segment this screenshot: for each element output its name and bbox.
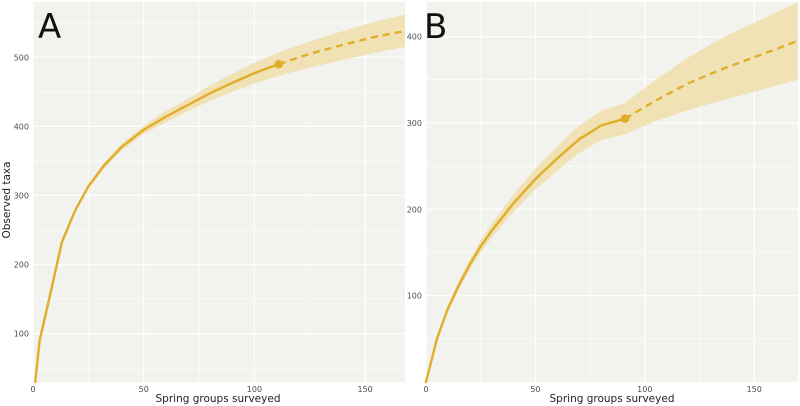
interpolated-curve <box>34 62 280 384</box>
y-tick-label: 100 <box>407 292 422 301</box>
interpolated-confidence-band <box>426 103 626 383</box>
y-tick-label: 300 <box>407 119 422 128</box>
y-tick-label: 200 <box>407 205 422 214</box>
panel-b-curves <box>424 39 799 384</box>
extrapolated-confidence-band <box>625 2 798 135</box>
y-tick-label: 200 <box>14 261 29 270</box>
panel-a: 0 50 100 150 100 200 300 400 500 A Spring group… <box>1 2 406 405</box>
x-tick-label: 50 <box>530 385 540 394</box>
panel-b-x-axis-title: Spring groups surveyed <box>550 393 675 405</box>
panel-b: 0 50 100 150 100 200 300 400 B Spring groups s… <box>407 2 799 405</box>
panel-b-observed-point <box>620 114 630 123</box>
panel-b-x-tick-labels: 0 50 100 150 <box>423 385 761 394</box>
extrapolated-curve <box>624 39 799 120</box>
y-tick-label: 400 <box>14 122 29 131</box>
x-tick-label: 150 <box>747 385 762 394</box>
panel-b-y-tick-labels: 100 200 300 400 <box>407 33 422 301</box>
x-tick-label: 0 <box>30 385 35 394</box>
panel-a-x-tick-labels: 0 50 100 150 <box>30 385 372 394</box>
interpolated-curve <box>424 117 627 384</box>
extrapolated-curve <box>278 29 406 66</box>
panel-a-y-tick-labels: 100 200 300 400 500 <box>14 53 29 338</box>
y-tick-label: 100 <box>14 330 29 339</box>
observed-sample-point <box>274 59 284 69</box>
y-tick-label: 500 <box>14 53 29 62</box>
interpolated-confidence-band <box>35 52 279 382</box>
panel-a-observed-point <box>274 59 284 69</box>
observed-sample-point <box>620 114 630 123</box>
panel-a-label: A <box>38 7 61 47</box>
panel-a-x-axis-title: Spring groups surveyed <box>156 393 281 405</box>
y-tick-label: 400 <box>407 33 422 42</box>
x-tick-label: 0 <box>423 385 428 394</box>
panel-a-plot-background <box>33 2 405 382</box>
panel-b-label: B <box>424 7 447 47</box>
panel-b-confidence-bands <box>426 2 798 383</box>
x-tick-label: 100 <box>247 385 262 394</box>
panel-a-y-axis-title: Observed taxa <box>1 161 13 238</box>
y-tick-label: 300 <box>14 191 29 200</box>
x-tick-label: 150 <box>358 385 373 394</box>
panel-a-curves <box>34 29 406 384</box>
x-tick-label: 100 <box>637 385 652 394</box>
x-tick-label: 50 <box>139 385 149 394</box>
